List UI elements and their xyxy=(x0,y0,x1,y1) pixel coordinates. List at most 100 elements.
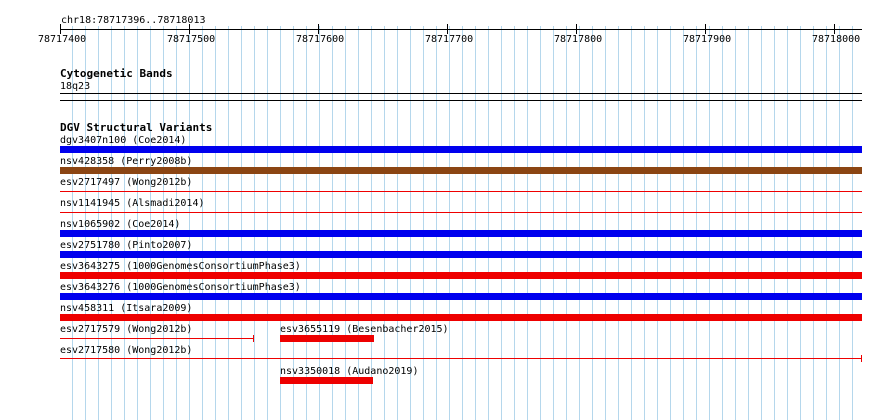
gridline xyxy=(618,26,619,420)
variant-bar[interactable] xyxy=(60,230,862,237)
variant-label[interactable]: esv3643275 (1000GenomesConsortiumPhase3) xyxy=(60,261,301,272)
ruler-tick-major xyxy=(189,24,190,34)
gridline xyxy=(813,26,814,420)
variant-bar[interactable] xyxy=(60,251,862,258)
gridline xyxy=(202,26,203,420)
gridline xyxy=(293,26,294,420)
ruler-tick-label: 78717400 xyxy=(38,34,87,45)
cytoband-label: 18q23 xyxy=(60,81,91,92)
location-label: chr18:78717396..78718013 xyxy=(61,15,206,26)
ruler-tick-major xyxy=(834,24,835,34)
gridline xyxy=(839,26,840,420)
gridline xyxy=(787,26,788,420)
gridline xyxy=(488,26,489,420)
variant-bar[interactable] xyxy=(280,335,374,342)
gridline xyxy=(579,26,580,420)
gridline xyxy=(683,26,684,420)
gridline xyxy=(176,26,177,420)
gridline xyxy=(410,26,411,420)
gridline xyxy=(267,26,268,420)
variant-label[interactable]: esv2717580 (Wong2012b) xyxy=(60,345,193,356)
gridline xyxy=(722,26,723,420)
gridline xyxy=(631,26,632,420)
gridline xyxy=(592,26,593,420)
gridline xyxy=(423,26,424,420)
gridline xyxy=(111,26,112,420)
gridline xyxy=(371,26,372,420)
ruler-tick-label: 78717500 xyxy=(167,34,216,45)
variant-label[interactable]: nsv1141945 (Alsmadi2014) xyxy=(60,198,205,209)
variant-bar[interactable] xyxy=(60,338,253,339)
gridline xyxy=(761,26,762,420)
variant-label[interactable]: nsv428358 (Perry2008b) xyxy=(60,156,193,167)
variant-bar-endcap xyxy=(861,355,862,362)
ruler-tick-major xyxy=(60,24,61,34)
gridline xyxy=(475,26,476,420)
gridline xyxy=(228,26,229,420)
gridline xyxy=(501,26,502,420)
gridline xyxy=(384,26,385,420)
variant-label[interactable]: nsv458311 (Itsara2009) xyxy=(60,303,193,314)
ruler-tick-major xyxy=(447,24,448,34)
ruler-tick-label: 78717800 xyxy=(554,34,603,45)
variant-label[interactable]: esv2717579 (Wong2012b) xyxy=(60,324,193,335)
gridline xyxy=(449,26,450,420)
variant-label[interactable]: esv2717497 (Wong2012b) xyxy=(60,177,193,188)
gridline xyxy=(358,26,359,420)
variant-bar[interactable] xyxy=(60,293,862,300)
gridline xyxy=(709,26,710,420)
gridline xyxy=(774,26,775,420)
variant-label[interactable]: dgv3407n100 (Coe2014) xyxy=(60,135,187,146)
variant-bar[interactable] xyxy=(60,272,862,279)
variant-bar[interactable] xyxy=(60,358,862,359)
ruler-tick-major xyxy=(576,24,577,34)
variant-bar[interactable] xyxy=(60,212,862,213)
gridline xyxy=(163,26,164,420)
variant-label[interactable]: esv3655119 (Besenbacher2015) xyxy=(280,324,449,335)
gridline xyxy=(319,26,320,420)
gridline xyxy=(189,26,190,420)
gridline xyxy=(436,26,437,420)
gridline xyxy=(137,26,138,420)
gridline xyxy=(345,26,346,420)
gridline xyxy=(657,26,658,420)
gridline xyxy=(800,26,801,420)
ruler-tick-major xyxy=(705,24,706,34)
gridline xyxy=(540,26,541,420)
variant-bar[interactable] xyxy=(280,377,373,384)
variant-label[interactable]: nsv3350018 (Audano2019) xyxy=(280,366,419,377)
gridline xyxy=(254,26,255,420)
gridline xyxy=(527,26,528,420)
cytoband-bar-top xyxy=(60,93,862,94)
gridline xyxy=(605,26,606,420)
ruler-tick-label: 78717900 xyxy=(683,34,732,45)
gridline xyxy=(72,26,73,420)
gridline xyxy=(241,26,242,420)
gridline xyxy=(670,26,671,420)
variant-label[interactable]: esv2751780 (Pinto2007) xyxy=(60,240,193,251)
gridline xyxy=(852,26,853,420)
variant-bar[interactable] xyxy=(60,191,862,192)
variant-bar-endcap xyxy=(253,335,254,342)
gridline xyxy=(150,26,151,420)
ruler-tick-label: 78717700 xyxy=(425,34,474,45)
cytoband-track-title: Cytogenetic Bands xyxy=(60,67,173,80)
ruler-tick-label: 78717600 xyxy=(296,34,345,45)
gridline xyxy=(826,26,827,420)
cytoband-bar-bottom xyxy=(60,100,862,101)
gridline xyxy=(735,26,736,420)
variant-bar[interactable] xyxy=(60,167,862,174)
ruler-tick-major xyxy=(318,24,319,34)
variant-bar[interactable] xyxy=(60,314,862,321)
gridline xyxy=(514,26,515,420)
gridline xyxy=(124,26,125,420)
variant-label[interactable]: nsv1065902 (Coe2014) xyxy=(60,219,181,230)
gridline xyxy=(644,26,645,420)
ruler-axis xyxy=(60,29,862,30)
ruler-tick-label: 78718000 xyxy=(812,34,861,45)
variant-label[interactable]: esv3643276 (1000GenomesConsortiumPhase3) xyxy=(60,282,301,293)
variant-bar[interactable] xyxy=(60,146,862,153)
dgv-track-title: DGV Structural Variants xyxy=(60,121,213,134)
gridline xyxy=(748,26,749,420)
